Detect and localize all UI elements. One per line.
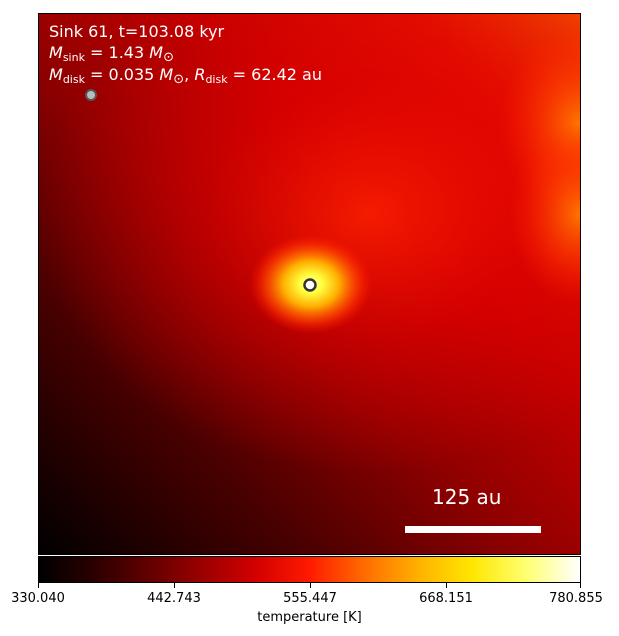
colorbar-tick-label: 442.743 [147, 591, 201, 606]
sink-label: Sink 61, t=103.08 kyr [49, 22, 225, 41]
main-sink-marker [303, 278, 317, 292]
colorbar-tick [174, 583, 175, 588]
colorbar-tick-label: 780.855 [549, 591, 603, 606]
colorbar-tick-label: 555.447 [283, 591, 337, 606]
colorbar-tick [580, 583, 581, 588]
colorbar-tick-label: 330.040 [11, 591, 65, 606]
temperature-map-image [39, 14, 580, 554]
secondary-sink-marker [85, 89, 97, 101]
colorbar-tick [446, 583, 447, 588]
temperature-colorbar [38, 556, 581, 583]
temperature-map-panel: Sink 61, t=103.08 kyr Msink = 1.43 M⊙ Md… [38, 13, 581, 555]
colorbar-tick-label: 668.151 [419, 591, 473, 606]
disk-properties-label: Mdisk = 0.035 M⊙, Rdisk = 62.42 au [49, 65, 322, 87]
scalebar-label: 125 au [432, 485, 502, 509]
colorbar-tick [310, 583, 311, 588]
colorbar-tick [38, 583, 39, 588]
colorbar-label: temperature [K] [257, 610, 362, 625]
sink-mass-label: Msink = 1.43 M⊙ [49, 43, 174, 65]
scalebar-line [405, 526, 541, 533]
